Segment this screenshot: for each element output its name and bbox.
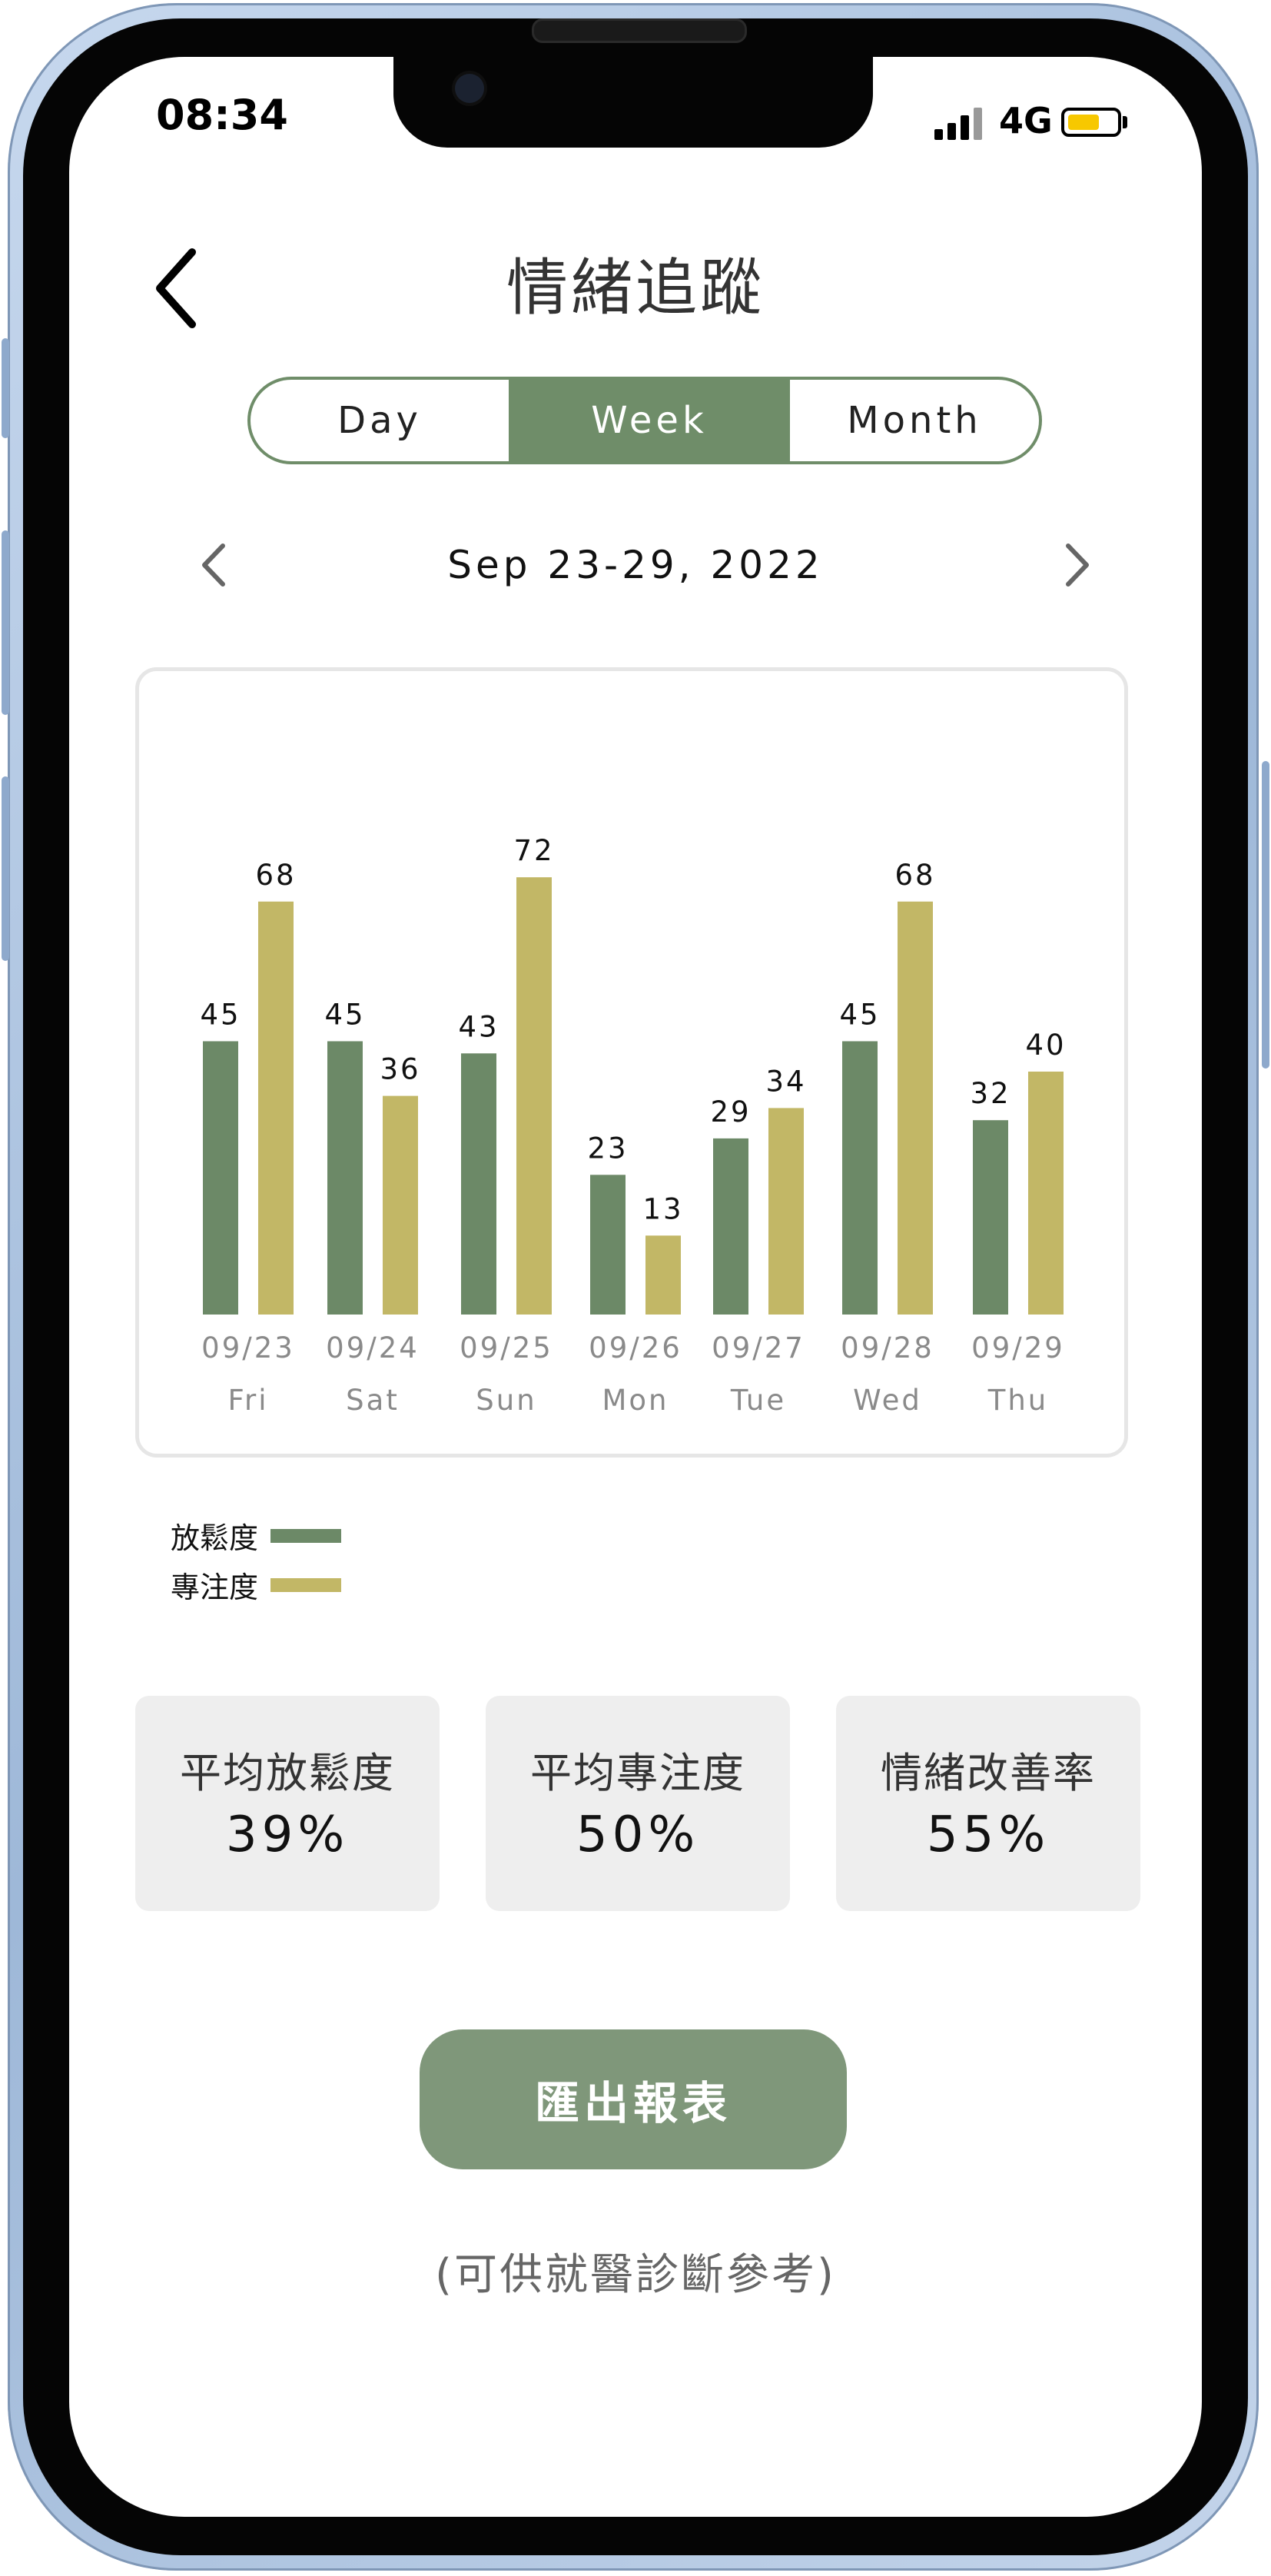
- x-tick-weekday: Mon: [602, 1384, 669, 1417]
- legend-label: 放鬆度: [171, 1521, 259, 1555]
- bar-value-label: 34: [765, 1065, 806, 1098]
- legend-swatch-relax: [270, 1528, 341, 1543]
- bar-relax: [461, 1053, 496, 1315]
- camera-icon: [455, 74, 484, 103]
- legend-item-relax: 放鬆度: [171, 1514, 341, 1557]
- bar-relax: [203, 1041, 238, 1315]
- network-label: 4G: [999, 100, 1053, 141]
- chart-card: [135, 667, 1128, 1458]
- x-tick-weekday: Fri: [227, 1384, 268, 1417]
- side-button: [2, 338, 9, 438]
- stat-label: 平均專注度: [530, 1749, 745, 1797]
- stat-label: 平均放鬆度: [180, 1749, 395, 1797]
- bar-value-label: 45: [839, 999, 880, 1032]
- next-week-button[interactable]: [1057, 538, 1096, 592]
- mood-bar-chart: 45 68 09/23 Fri 45 36 09/24 Sat 43 72 09/25 Sun 23 13…: [200, 834, 1066, 1417]
- side-button: [2, 530, 9, 715]
- x-tick-date: 09/25: [460, 1331, 553, 1364]
- status-time: 08:34: [156, 91, 288, 139]
- back-button[interactable]: [151, 246, 204, 331]
- bar-value-label: 40: [1025, 1029, 1066, 1062]
- x-tick-weekday: Wed: [853, 1384, 922, 1417]
- bar-focus: [383, 1095, 418, 1315]
- chevron-right-icon: [1066, 543, 1089, 587]
- x-tick-weekday: Tue: [730, 1384, 786, 1417]
- x-tick-date: 09/23: [201, 1331, 295, 1364]
- signal-icon: [934, 106, 985, 140]
- bar-value-label: 45: [324, 999, 365, 1032]
- stat-card-avg-focus: 平均專注度 50%: [486, 1696, 790, 1911]
- x-tick-date: 09/24: [326, 1331, 420, 1364]
- bar-value-label: 36: [380, 1053, 420, 1086]
- x-tick-date: 09/26: [589, 1331, 682, 1364]
- stat-card-avg-relax: 平均放鬆度 39%: [135, 1696, 440, 1911]
- chevron-left-icon: [156, 248, 196, 328]
- stat-value: 50%: [576, 1807, 700, 1863]
- bar-focus: [898, 901, 933, 1315]
- bar-relax: [842, 1041, 878, 1315]
- tab-month[interactable]: Month: [847, 399, 982, 442]
- export-report-button[interactable]: 匯出報表: [420, 2029, 847, 2169]
- bar-value-label: 68: [255, 859, 296, 892]
- bar-value-label: 45: [200, 999, 241, 1032]
- battery-tip: [1123, 116, 1127, 128]
- chevron-left-icon: [202, 543, 225, 587]
- x-tick-weekday: Thu: [987, 1384, 1049, 1417]
- bar-value-label: 13: [642, 1192, 683, 1225]
- bar-focus: [516, 877, 552, 1315]
- bar-focus: [768, 1108, 804, 1315]
- bar-focus: [258, 901, 294, 1315]
- bar-relax: [973, 1120, 1008, 1315]
- stat-card-improvement: 情緒改善率 55%: [836, 1696, 1140, 1911]
- x-tick-date: 09/27: [712, 1331, 805, 1364]
- x-tick-date: 09/29: [971, 1331, 1065, 1364]
- bar-value-label: 29: [710, 1095, 751, 1128]
- legend-label: 專注度: [171, 1571, 259, 1604]
- side-button: [1262, 761, 1269, 1069]
- battery-icon: [1061, 108, 1121, 137]
- legend-item-focus: 專注度: [171, 1564, 341, 1606]
- tab-day[interactable]: Day: [337, 399, 422, 442]
- bar-relax: [327, 1041, 363, 1315]
- stat-value: 55%: [926, 1807, 1050, 1863]
- bar-relax: [590, 1175, 626, 1315]
- stat-value: 39%: [225, 1807, 350, 1863]
- date-range-label: Sep 23-29, 2022: [447, 543, 824, 587]
- bar-value-label: 68: [894, 859, 935, 892]
- range-tabs: Day Week Month: [247, 377, 1042, 464]
- speaker: [532, 18, 747, 43]
- bar-focus: [645, 1235, 681, 1315]
- bar-value-label: 32: [970, 1077, 1010, 1110]
- bar-value-label: 43: [458, 1010, 499, 1043]
- x-tick-weekday: Sun: [476, 1384, 536, 1417]
- bar-focus: [1028, 1072, 1064, 1315]
- bar-value-label: 72: [513, 834, 554, 867]
- legend-swatch-focus: [270, 1577, 341, 1592]
- tab-week[interactable]: Week: [509, 380, 790, 461]
- bar-value-label: 23: [587, 1132, 628, 1165]
- bar-relax: [713, 1138, 748, 1315]
- x-tick-date: 09/28: [841, 1331, 934, 1364]
- x-tick-weekday: Sat: [346, 1384, 400, 1417]
- stat-label: 情緒改善率: [881, 1749, 1096, 1797]
- side-button: [2, 776, 9, 961]
- prev-week-button[interactable]: [195, 538, 234, 592]
- page-title: 情緒追蹤: [506, 252, 765, 324]
- export-note: (可供就醫診斷參考): [435, 2250, 836, 2300]
